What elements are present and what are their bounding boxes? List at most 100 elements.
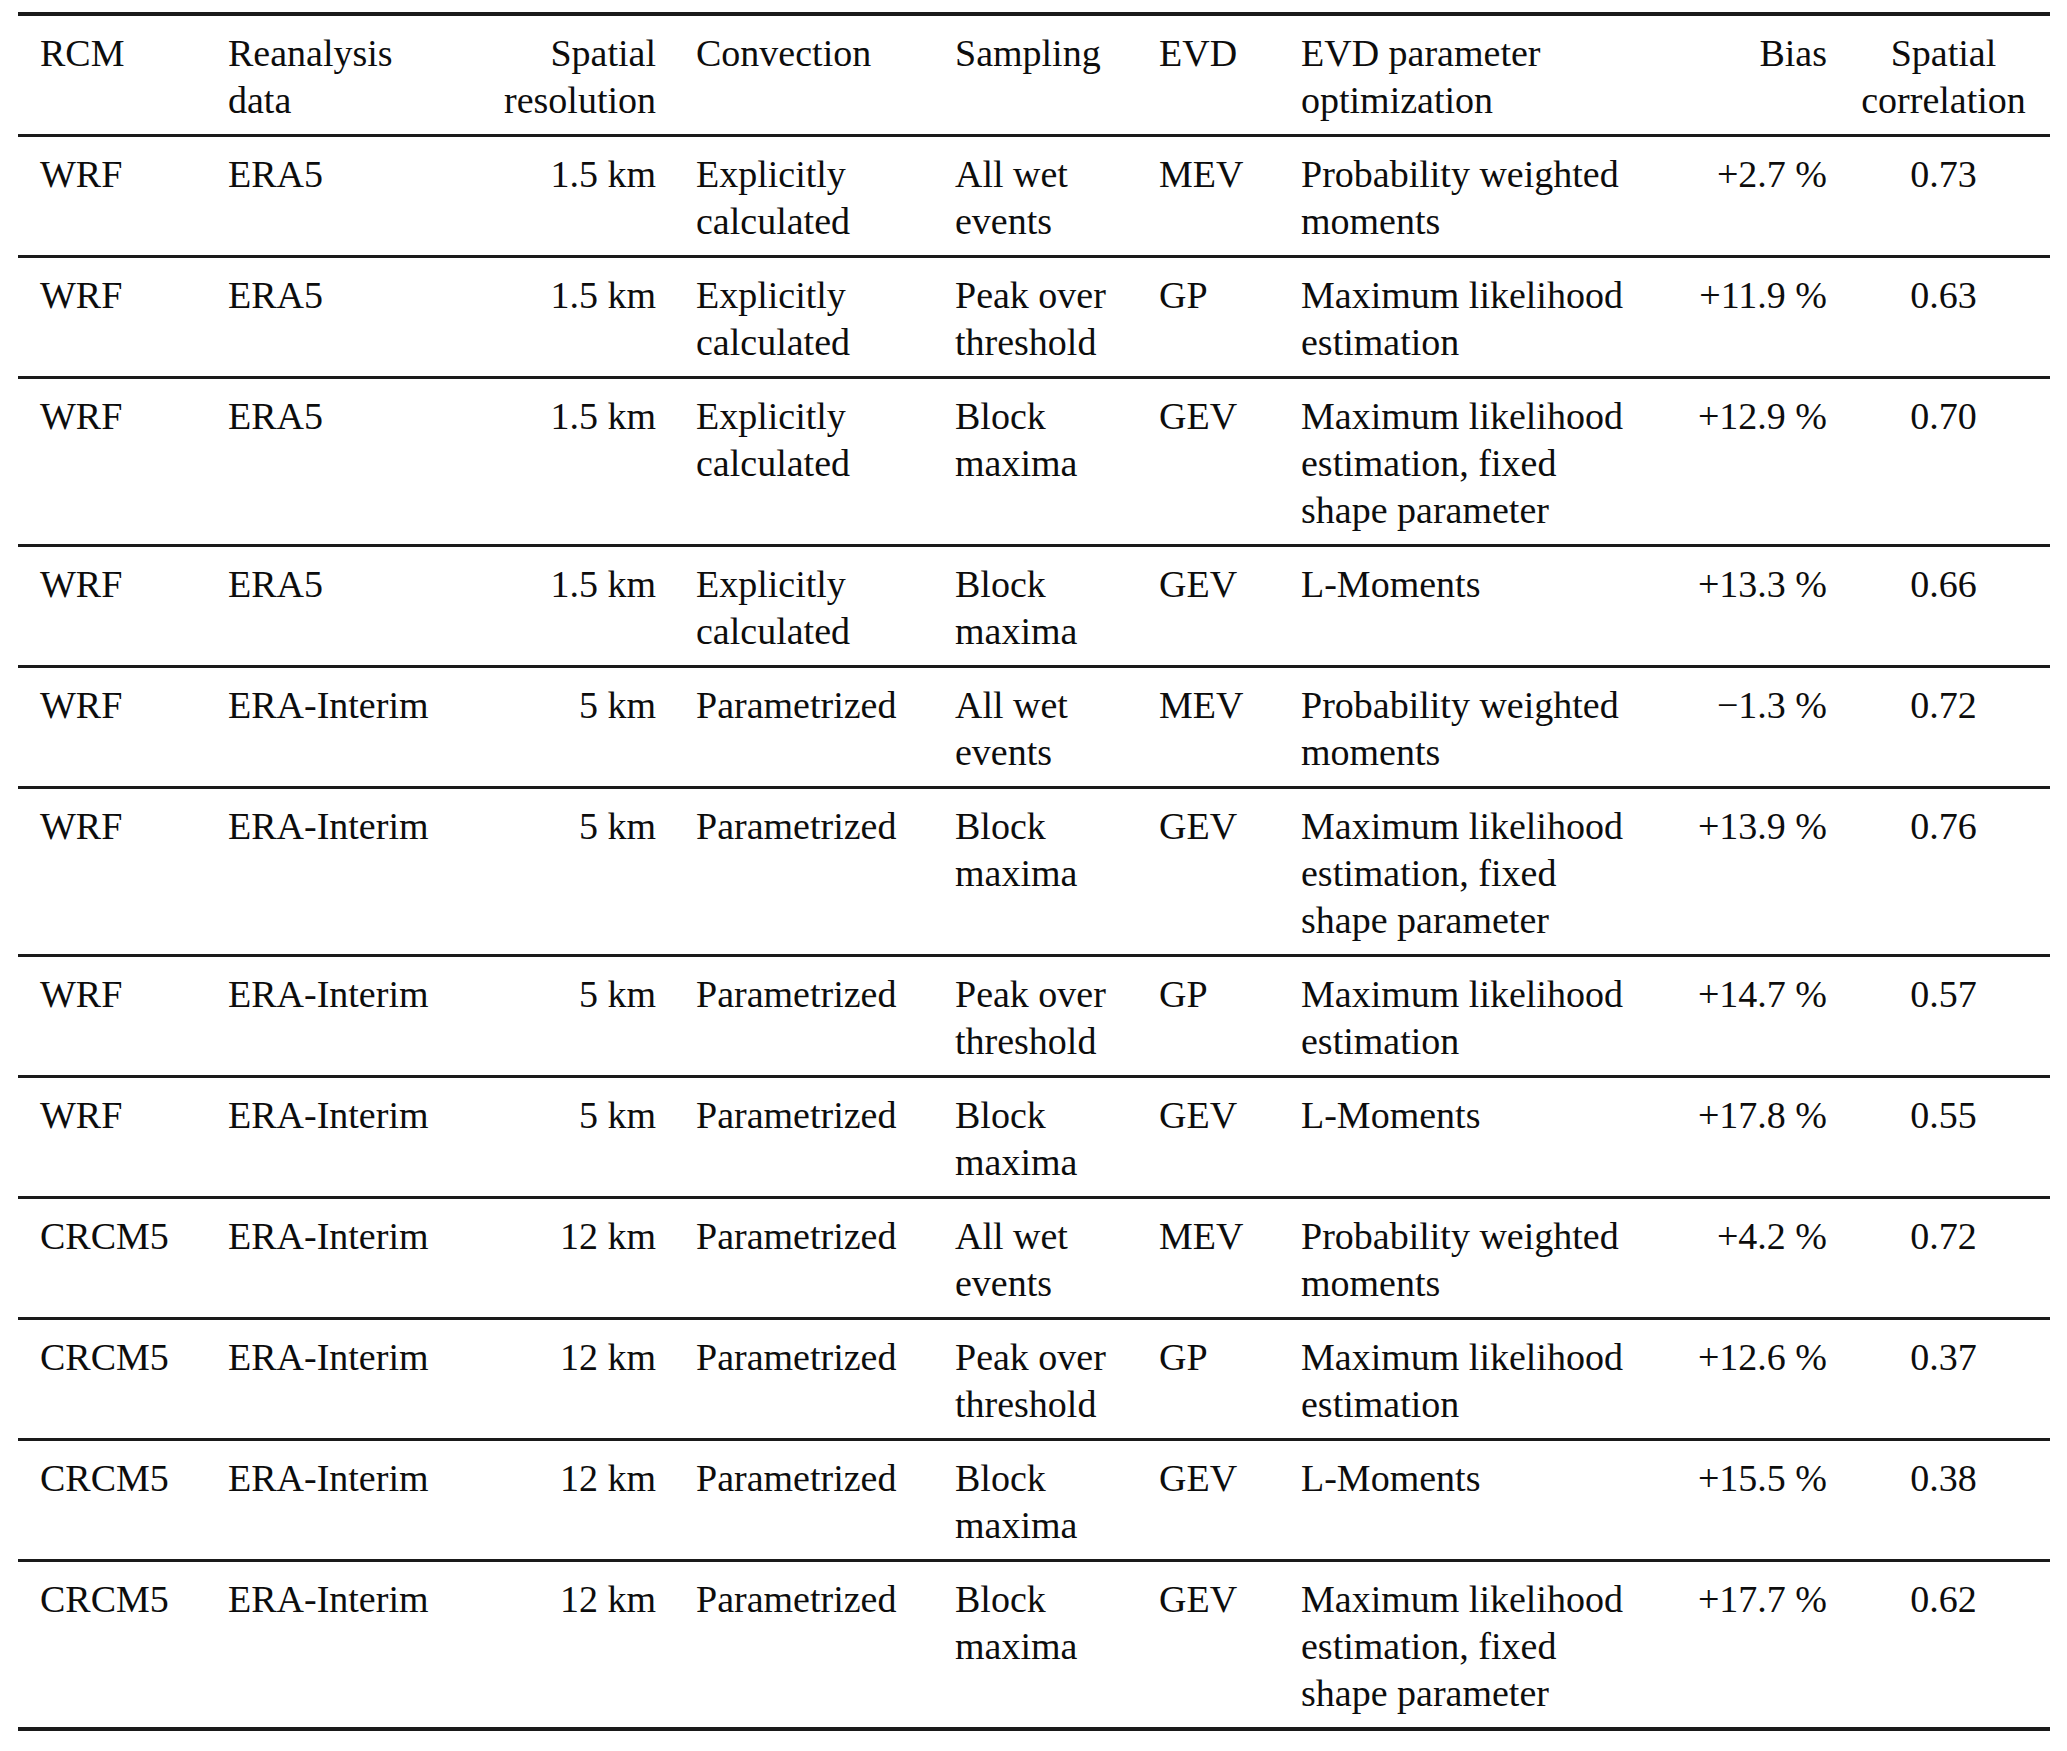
cell-reanalysis-data: ERA5 [218,136,486,257]
header-rcm: RCM [18,14,218,136]
cell-evd: GEV [1141,1077,1279,1198]
header-row: RCM Reanalysis data Spatial resolution C… [18,14,2050,136]
cell-spatial-correlation: 0.70 [1837,378,2050,546]
cell-bias: +12.6 % [1637,1319,1837,1440]
cell-rcm: CRCM5 [18,1198,218,1319]
table-body: WRF ERA5 1.5 km Explicitly calculated Al… [18,136,2050,1730]
cell-convection: Parametrized [668,1440,947,1561]
table-row: CRCM5 ERA-Interim 12 km Parametrized Pea… [18,1319,2050,1440]
cell-convection: Parametrized [668,1561,947,1730]
table-row: CRCM5 ERA-Interim 12 km Parametrized Blo… [18,1440,2050,1561]
cell-spatial-correlation: 0.66 [1837,546,2050,667]
cell-sampling: All wet events [947,136,1141,257]
cell-reanalysis-data: ERA-Interim [218,1440,486,1561]
cell-rcm: WRF [18,788,218,956]
cell-sampling: Block maxima [947,1561,1141,1730]
cell-bias: +11.9 % [1637,257,1837,378]
cell-convection: Parametrized [668,1319,947,1440]
cell-evd: GP [1141,1319,1279,1440]
cell-rcm: CRCM5 [18,1561,218,1730]
cell-evd-param-optimization: Maximum likelihood estimation [1279,1319,1637,1440]
cell-evd: GP [1141,257,1279,378]
cell-bias: +17.7 % [1637,1561,1837,1730]
cell-reanalysis-data: ERA-Interim [218,788,486,956]
cell-reanalysis-data: ERA-Interim [218,956,486,1077]
cell-evd-param-optimization: Maximum likelihood estimation, fixed sha… [1279,1561,1637,1730]
table-row: WRF ERA-Interim 5 km Parametrized All we… [18,667,2050,788]
results-table: RCM Reanalysis data Spatial resolution C… [18,12,2050,1731]
cell-sampling: Peak over threshold [947,1319,1141,1440]
cell-evd-param-optimization: Probability weighted moments [1279,136,1637,257]
cell-rcm: WRF [18,667,218,788]
cell-spatial-resolution: 1.5 km [486,257,668,378]
cell-rcm: WRF [18,136,218,257]
table-row: WRF ERA5 1.5 km Explicitly calculated Bl… [18,546,2050,667]
header-sampling: Sampling [947,14,1141,136]
table-row: WRF ERA-Interim 5 km Parametrized Block … [18,1077,2050,1198]
cell-spatial-correlation: 0.76 [1837,788,2050,956]
cell-evd: GEV [1141,378,1279,546]
cell-spatial-resolution: 1.5 km [486,378,668,546]
table-row: WRF ERA-Interim 5 km Parametrized Block … [18,788,2050,956]
cell-bias: +14.7 % [1637,956,1837,1077]
cell-evd-param-optimization: L-Moments [1279,1440,1637,1561]
cell-reanalysis-data: ERA-Interim [218,1319,486,1440]
cell-convection: Explicitly calculated [668,136,947,257]
cell-bias: +13.3 % [1637,546,1837,667]
header-convection: Convection [668,14,947,136]
cell-bias: +12.9 % [1637,378,1837,546]
cell-convection: Parametrized [668,1198,947,1319]
cell-reanalysis-data: ERA5 [218,257,486,378]
table-row: WRF ERA5 1.5 km Explicitly calculated Al… [18,136,2050,257]
cell-convection: Parametrized [668,788,947,956]
cell-bias: −1.3 % [1637,667,1837,788]
cell-convection: Parametrized [668,956,947,1077]
cell-rcm: WRF [18,257,218,378]
cell-sampling: Block maxima [947,1077,1141,1198]
cell-evd: GEV [1141,788,1279,956]
cell-convection: Explicitly calculated [668,546,947,667]
cell-reanalysis-data: ERA-Interim [218,667,486,788]
cell-evd: MEV [1141,1198,1279,1319]
cell-rcm: WRF [18,378,218,546]
table-row: CRCM5 ERA-Interim 12 km Parametrized Blo… [18,1561,2050,1730]
cell-sampling: Block maxima [947,788,1141,956]
cell-reanalysis-data: ERA-Interim [218,1198,486,1319]
cell-evd-param-optimization: Maximum likelihood estimation [1279,956,1637,1077]
cell-spatial-correlation: 0.57 [1837,956,2050,1077]
header-reanalysis-data: Reanalysis data [218,14,486,136]
cell-evd-param-optimization: Maximum likelihood estimation [1279,257,1637,378]
cell-evd-param-optimization: Probability weighted moments [1279,667,1637,788]
cell-spatial-correlation: 0.55 [1837,1077,2050,1198]
cell-sampling: Block maxima [947,378,1141,546]
cell-evd: MEV [1141,136,1279,257]
cell-spatial-correlation: 0.63 [1837,257,2050,378]
cell-evd-param-optimization: Probability weighted moments [1279,1198,1637,1319]
table-row: CRCM5 ERA-Interim 12 km Parametrized All… [18,1198,2050,1319]
header-spatial-correlation: Spatial correlation [1837,14,2050,136]
cell-sampling: All wet events [947,667,1141,788]
header-evd: EVD [1141,14,1279,136]
cell-reanalysis-data: ERA-Interim [218,1561,486,1730]
cell-rcm: WRF [18,956,218,1077]
cell-reanalysis-data: ERA5 [218,378,486,546]
cell-spatial-resolution: 5 km [486,667,668,788]
cell-spatial-resolution: 12 km [486,1561,668,1730]
header-evd-param-optimization: EVD parameter optimization [1279,14,1637,136]
cell-sampling: Block maxima [947,546,1141,667]
cell-sampling: Peak over threshold [947,257,1141,378]
cell-spatial-correlation: 0.62 [1837,1561,2050,1730]
cell-spatial-resolution: 1.5 km [486,546,668,667]
cell-evd: GP [1141,956,1279,1077]
cell-spatial-resolution: 1.5 km [486,136,668,257]
cell-bias: +15.5 % [1637,1440,1837,1561]
cell-rcm: WRF [18,1077,218,1198]
cell-spatial-correlation: 0.37 [1837,1319,2050,1440]
cell-evd-param-optimization: L-Moments [1279,546,1637,667]
cell-convection: Parametrized [668,1077,947,1198]
cell-spatial-correlation: 0.73 [1837,136,2050,257]
cell-convection: Explicitly calculated [668,257,947,378]
cell-spatial-resolution: 5 km [486,956,668,1077]
cell-evd-param-optimization: Maximum likelihood estimation, fixed sha… [1279,378,1637,546]
table-row: WRF ERA5 1.5 km Explicitly calculated Bl… [18,378,2050,546]
